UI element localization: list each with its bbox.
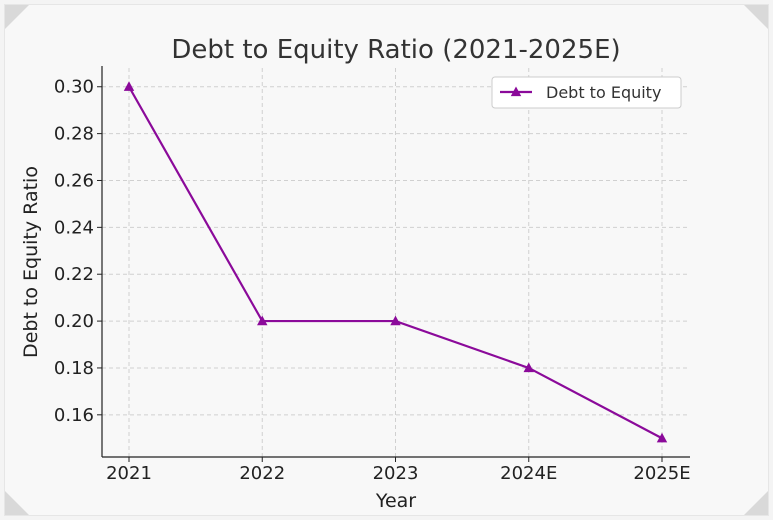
series-group [123,81,668,443]
legend-box [491,76,682,109]
legend: Debt to Equity [491,76,682,109]
x-tick-label: 2024E [500,463,557,484]
y-tick-label: 0.26 [54,170,94,191]
data-point-marker [123,81,135,91]
data-point-marker [656,432,668,443]
corner-decoration [744,491,768,515]
y-tick-label: 0.28 [54,124,94,145]
data-point-marker [257,315,268,326]
chart-title: Debt to Equity Ratio (2021-2025E) [171,35,620,65]
x-tick-label: 2025E [633,463,690,484]
x-axis-label: Year [375,490,416,512]
grid-lines [102,68,690,457]
data-point-marker [390,315,401,326]
legend-label: Debt to Equity [546,83,661,102]
x-tick-label: 2022 [239,463,285,484]
y-tick-label: 0.24 [54,217,94,238]
data-point-marker [523,362,534,373]
axes [97,66,690,462]
y-tick-label: 0.30 [54,77,94,98]
corner-decoration [5,491,29,515]
y-tick-label: 0.18 [54,358,94,379]
y-tick-label: 0.20 [54,311,94,332]
y-tick-label: 0.16 [54,405,94,426]
y-tick-label: 0.22 [54,264,94,285]
x-tick-label: 2021 [106,463,152,484]
tick-labels: 2021 2022 2023 2024E 2025E 0.16 0.18 0.20 0.22 0.… [54,77,691,484]
y-axis-label: Debt to Equity Ratio [20,166,42,358]
corner-decoration [744,5,768,29]
corner-decoration [5,5,29,29]
legend-marker [510,86,522,97]
x-tick-label: 2023 [373,463,419,484]
